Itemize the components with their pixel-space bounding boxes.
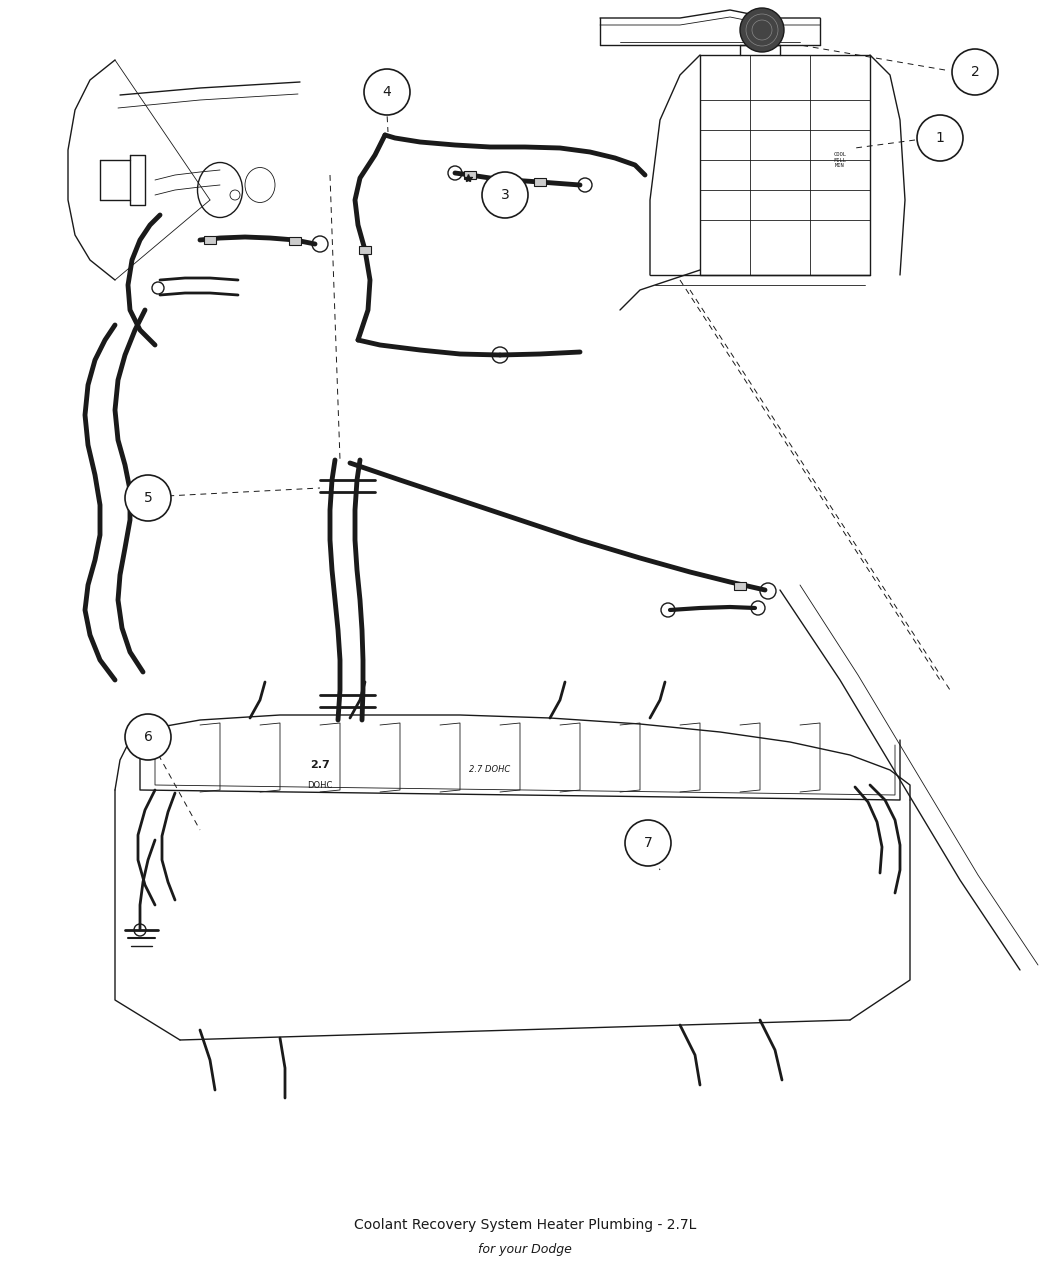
- Text: 6: 6: [144, 731, 152, 745]
- Circle shape: [125, 476, 171, 521]
- Text: 5: 5: [144, 491, 152, 505]
- Bar: [734, 581, 745, 590]
- Circle shape: [952, 48, 998, 96]
- Bar: [204, 236, 216, 244]
- Circle shape: [625, 820, 671, 866]
- Text: 3: 3: [501, 187, 509, 201]
- Circle shape: [364, 69, 410, 115]
- Bar: [464, 171, 476, 179]
- Circle shape: [917, 115, 963, 161]
- Circle shape: [482, 172, 528, 218]
- Bar: [359, 246, 371, 254]
- Bar: [534, 179, 546, 186]
- Text: 2: 2: [970, 65, 980, 79]
- Text: Coolant Recovery System Heater Plumbing - 2.7L: Coolant Recovery System Heater Plumbing …: [354, 1218, 696, 1232]
- Text: 1: 1: [936, 131, 944, 145]
- Text: 2.7 DOHC: 2.7 DOHC: [469, 765, 510, 774]
- Text: 4: 4: [382, 85, 392, 99]
- Text: for your Dodge: for your Dodge: [478, 1243, 572, 1256]
- Text: 7: 7: [644, 836, 652, 850]
- Text: DOHC: DOHC: [308, 780, 333, 789]
- Circle shape: [740, 8, 784, 52]
- Text: COOL
FILL
MIN: COOL FILL MIN: [834, 152, 846, 168]
- Circle shape: [125, 714, 171, 760]
- Bar: [289, 237, 301, 245]
- Text: 2.7: 2.7: [310, 760, 330, 770]
